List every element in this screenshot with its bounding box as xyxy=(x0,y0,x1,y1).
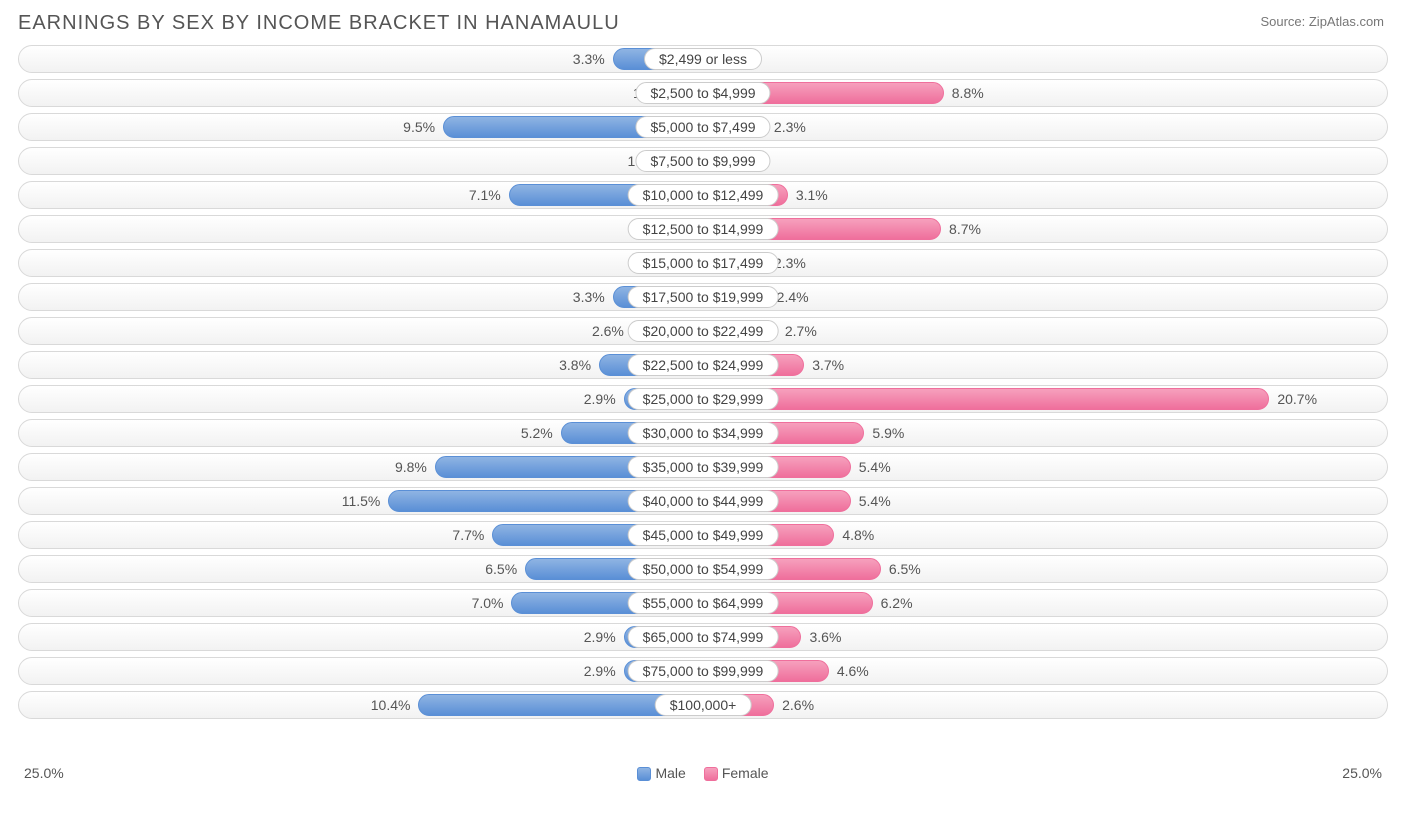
legend: Male Female xyxy=(637,765,768,781)
chart-row: 3.3%2.4%$17,500 to $19,999 xyxy=(18,283,1388,311)
male-value: 9.5% xyxy=(403,114,443,140)
female-value: 2.7% xyxy=(777,318,817,344)
chart-row: 1.1%8.8%$2,500 to $4,999 xyxy=(18,79,1388,107)
male-value: 2.6% xyxy=(592,318,632,344)
chart-row: 6.5% 6.5% $50,000 to $54,999 xyxy=(18,555,1388,583)
chart-row: 11.5% 5.4% $40,000 to $44,999 xyxy=(18,487,1388,515)
female-value: 3.6% xyxy=(801,624,841,650)
category-pill: $30,000 to $34,999 xyxy=(628,422,779,444)
category-pill: $35,000 to $39,999 xyxy=(628,456,779,478)
category-pill: $17,500 to $19,999 xyxy=(628,286,779,308)
male-value: 9.8% xyxy=(395,454,435,480)
female-value: 3.1% xyxy=(788,182,828,208)
category-pill: $100,000+ xyxy=(655,694,752,716)
axis-max-left: 25.0% xyxy=(24,765,64,781)
male-value: 6.5% xyxy=(485,556,525,582)
female-value: 2.3% xyxy=(766,114,806,140)
chart-row: 7.7% 4.8% $45,000 to $49,999 xyxy=(18,521,1388,549)
chart-footer: 25.0% Male Female 25.0% xyxy=(18,759,1388,787)
female-value: 4.8% xyxy=(834,522,874,548)
female-value: 5.9% xyxy=(864,420,904,446)
female-swatch-icon xyxy=(704,767,718,781)
female-value: 2.6% xyxy=(774,692,814,718)
legend-female-label: Female xyxy=(722,765,769,781)
male-value: 3.3% xyxy=(573,46,613,72)
chart-row: 3.3%0.33%$2,499 or less xyxy=(18,45,1388,73)
category-pill: $45,000 to $49,999 xyxy=(628,524,779,546)
chart-row: 0.9%2.3%$15,000 to $17,499 xyxy=(18,249,1388,277)
category-pill: $20,000 to $22,499 xyxy=(628,320,779,342)
category-pill: $10,000 to $12,499 xyxy=(628,184,779,206)
chart-row: 9.5% 2.3%$5,000 to $7,499 xyxy=(18,113,1388,141)
category-pill: $12,500 to $14,999 xyxy=(628,218,779,240)
female-value: 8.7% xyxy=(941,216,981,242)
chart-row: 10.4% 2.6% $100,000+ xyxy=(18,691,1388,719)
female-value: 5.4% xyxy=(851,454,891,480)
male-swatch-icon xyxy=(637,767,651,781)
category-pill: $55,000 to $64,999 xyxy=(628,592,779,614)
chart-title: EARNINGS BY SEX BY INCOME BRACKET IN HAN… xyxy=(18,12,1388,35)
category-pill: $15,000 to $17,499 xyxy=(628,252,779,274)
male-value: 7.0% xyxy=(472,590,512,616)
category-pill: $22,500 to $24,999 xyxy=(628,354,779,376)
axis-max-right: 25.0% xyxy=(1342,765,1382,781)
category-pill: $2,499 or less xyxy=(644,48,762,70)
category-pill: $40,000 to $44,999 xyxy=(628,490,779,512)
male-value: 5.2% xyxy=(521,420,561,446)
chart-area: 3.3%0.33%$2,499 or less1.1%8.8%$2,500 to… xyxy=(18,45,1388,755)
male-value: 10.4% xyxy=(371,692,419,718)
category-pill: $50,000 to $54,999 xyxy=(628,558,779,580)
male-value: 3.3% xyxy=(573,284,613,310)
male-value: 3.8% xyxy=(559,352,599,378)
chart-row: 7.0% 6.2% $55,000 to $64,999 xyxy=(18,589,1388,617)
female-value: 3.7% xyxy=(804,352,844,378)
male-value: 7.1% xyxy=(469,182,509,208)
category-pill: $2,500 to $4,999 xyxy=(635,82,770,104)
source-attribution: Source: ZipAtlas.com xyxy=(1260,14,1384,29)
chart-row: 7.1% 3.1% $10,000 to $12,499 xyxy=(18,181,1388,209)
female-value: 6.5% xyxy=(881,556,921,582)
chart-row: 2.6% 2.7%$20,000 to $22,499 xyxy=(18,317,1388,345)
female-bar xyxy=(703,388,1269,410)
category-pill: $65,000 to $74,999 xyxy=(628,626,779,648)
legend-male: Male xyxy=(637,765,685,781)
category-pill: $75,000 to $99,999 xyxy=(628,660,779,682)
category-pill: $25,000 to $29,999 xyxy=(628,388,779,410)
male-value: 7.7% xyxy=(452,522,492,548)
category-pill: $5,000 to $7,499 xyxy=(635,116,770,138)
chart-row: 2.9% 4.6% $75,000 to $99,999 xyxy=(18,657,1388,685)
male-value: 11.5% xyxy=(342,488,389,514)
female-value: 8.8% xyxy=(944,80,984,106)
chart-row: 9.8% 5.4% $35,000 to $39,999 xyxy=(18,453,1388,481)
chart-row: 2.9% 20.7% $25,000 to $29,999 xyxy=(18,385,1388,413)
male-value: 2.9% xyxy=(584,658,624,684)
male-value: 2.9% xyxy=(584,624,624,650)
female-value: 4.6% xyxy=(829,658,869,684)
male-value: 2.9% xyxy=(584,386,624,412)
chart-row: 3.8% 3.7% $22,500 to $24,999 xyxy=(18,351,1388,379)
legend-male-label: Male xyxy=(655,765,685,781)
female-value: 20.7% xyxy=(1269,386,1317,412)
legend-female: Female xyxy=(704,765,769,781)
chart-row: 0.41%8.7%$12,500 to $14,999 xyxy=(18,215,1388,243)
category-pill: $7,500 to $9,999 xyxy=(635,150,770,172)
female-value: 6.2% xyxy=(873,590,913,616)
chart-row: 5.2% 5.9% $30,000 to $34,999 xyxy=(18,419,1388,447)
chart-row: 1.3%0.0%$7,500 to $9,999 xyxy=(18,147,1388,175)
chart-row: 2.9% 3.6% $65,000 to $74,999 xyxy=(18,623,1388,651)
female-value: 5.4% xyxy=(851,488,891,514)
